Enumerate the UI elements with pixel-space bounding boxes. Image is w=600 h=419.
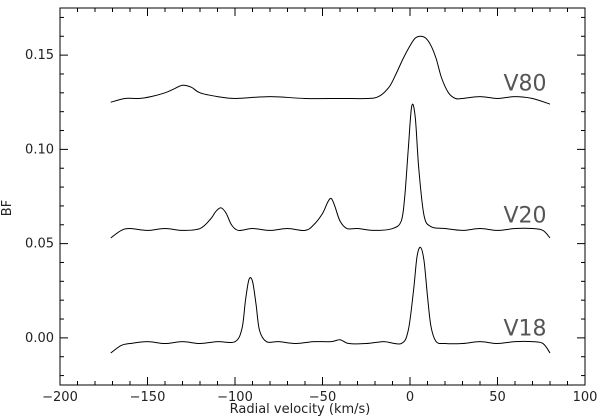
series-line-v20 [111, 104, 550, 238]
y-tick-label: 0.15 [25, 48, 54, 63]
y-tick-label: 0.05 [25, 237, 54, 252]
x-axis-label: Radial velocity (km/s) [230, 402, 371, 417]
series-label-v20: V20 [503, 204, 546, 229]
series-group: V80 V20 V18 [111, 36, 550, 353]
y-tick-label: 0.10 [25, 142, 54, 157]
series-line-v80 [111, 36, 550, 104]
x-tick-label: 0 [406, 390, 414, 405]
x-tick-label: 50 [489, 390, 506, 405]
y-tick-label: 0.00 [25, 331, 54, 346]
x-tick-label: −150 [130, 390, 166, 405]
x-tick-label: 100 [573, 390, 598, 405]
y-axis-label: BF [0, 200, 15, 216]
x-tick-label: −200 [42, 390, 78, 405]
series-label-v18: V18 [503, 317, 546, 342]
series-label-v80: V80 [503, 72, 546, 97]
series-line-v18 [111, 247, 550, 353]
